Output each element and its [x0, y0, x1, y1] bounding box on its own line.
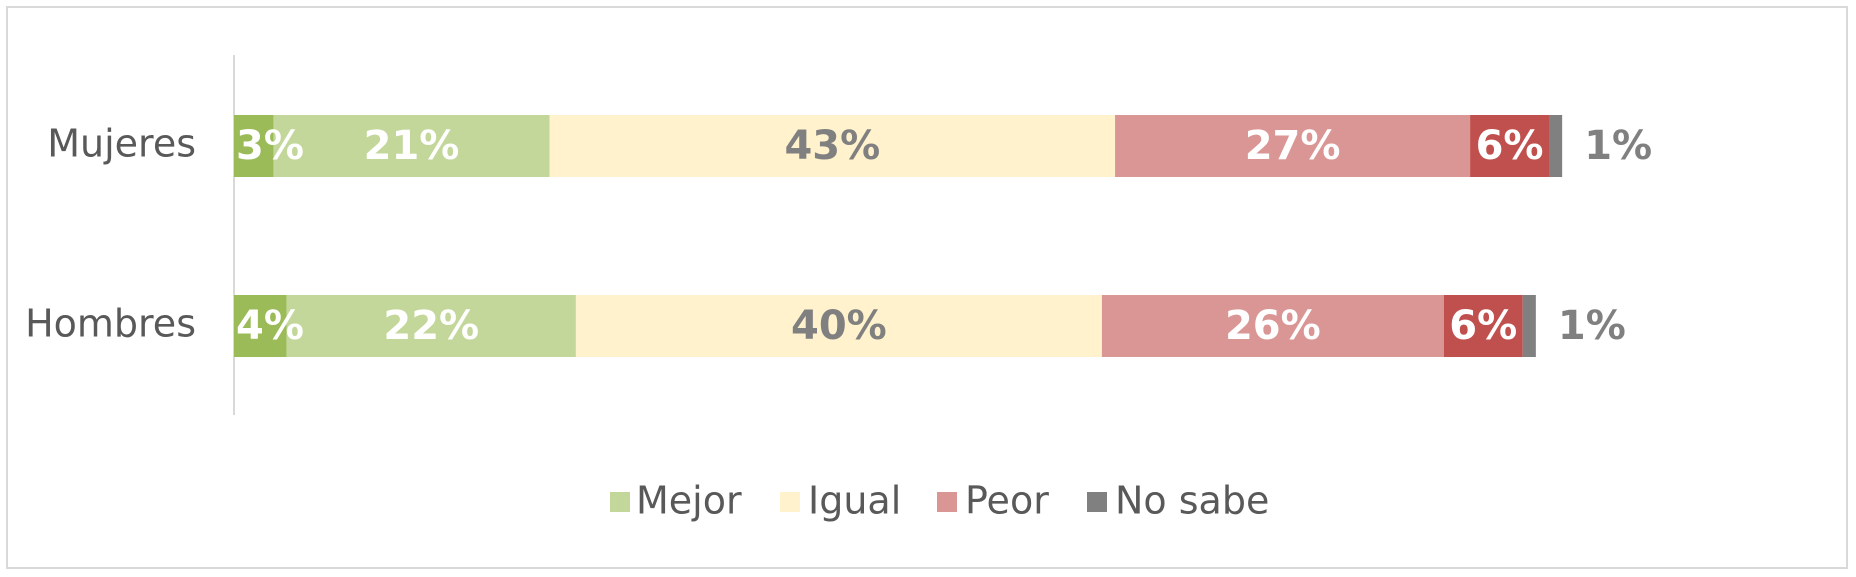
data-label-hombres-mejor-1: 22%: [383, 303, 479, 349]
data-label-hombres-igual-2: 40%: [791, 303, 887, 349]
data-label-hombres-mejor-0: 4%: [236, 303, 304, 349]
data-label-mujeres-mejor-1: 21%: [364, 123, 460, 169]
chart-frame: [6, 6, 1848, 569]
legend-swatch-igual: [780, 492, 800, 512]
bar-hombres-peor-3: [1101, 295, 1444, 357]
legend: Mejor Igual Peor No sabe: [610, 479, 1269, 523]
legend-label-igual: Igual: [808, 479, 901, 523]
category-label-mujeres: Mujeres: [47, 122, 196, 166]
legend-swatch-peor: [937, 492, 957, 512]
bar-mujeres-peor-3: [1115, 115, 1471, 177]
bars-group: [234, 115, 1563, 357]
data-labels-group: 3% 21% 43% 27% 6% 1% 4% 22% 40% 26% 6% 1%: [236, 123, 1652, 349]
legend-label-mejor: Mejor: [636, 479, 742, 523]
data-label-hombres-peor-3: 26%: [1225, 303, 1321, 349]
bar-mujeres-mejor-1: [273, 115, 550, 177]
bar-mujeres-no-sabe-5: [1549, 115, 1563, 177]
legend-swatch-mejor: [610, 492, 630, 512]
bar-hombres-no-sabe-5: [1522, 295, 1536, 357]
bar-hombres-igual-2: [575, 295, 1102, 357]
bar-hombres-peor-4: [1443, 295, 1523, 357]
bar-hombres-mejor-0: [234, 295, 287, 357]
category-label-hombres: Hombres: [25, 302, 196, 346]
data-label-mujeres-no-sabe-5: 1%: [1584, 123, 1652, 169]
bar-mujeres-igual-2: [549, 115, 1116, 177]
data-label-hombres-peor-4: 6%: [1449, 303, 1517, 349]
bar-mujeres-mejor-0: [234, 115, 274, 177]
legend-label-peor: Peor: [965, 479, 1049, 523]
data-label-mujeres-peor-4: 6%: [1476, 123, 1544, 169]
data-label-mujeres-igual-2: 43%: [784, 123, 880, 169]
legend-label-no-sabe: No sabe: [1115, 479, 1269, 523]
bar-hombres-mejor-1: [286, 295, 576, 357]
data-label-hombres-no-sabe-5: 1%: [1558, 303, 1626, 349]
legend-swatch-no-sabe: [1087, 492, 1107, 512]
bar-mujeres-peor-4: [1470, 115, 1549, 177]
data-label-mujeres-mejor-0: 3%: [236, 123, 304, 169]
data-label-mujeres-peor-3: 27%: [1245, 123, 1341, 169]
